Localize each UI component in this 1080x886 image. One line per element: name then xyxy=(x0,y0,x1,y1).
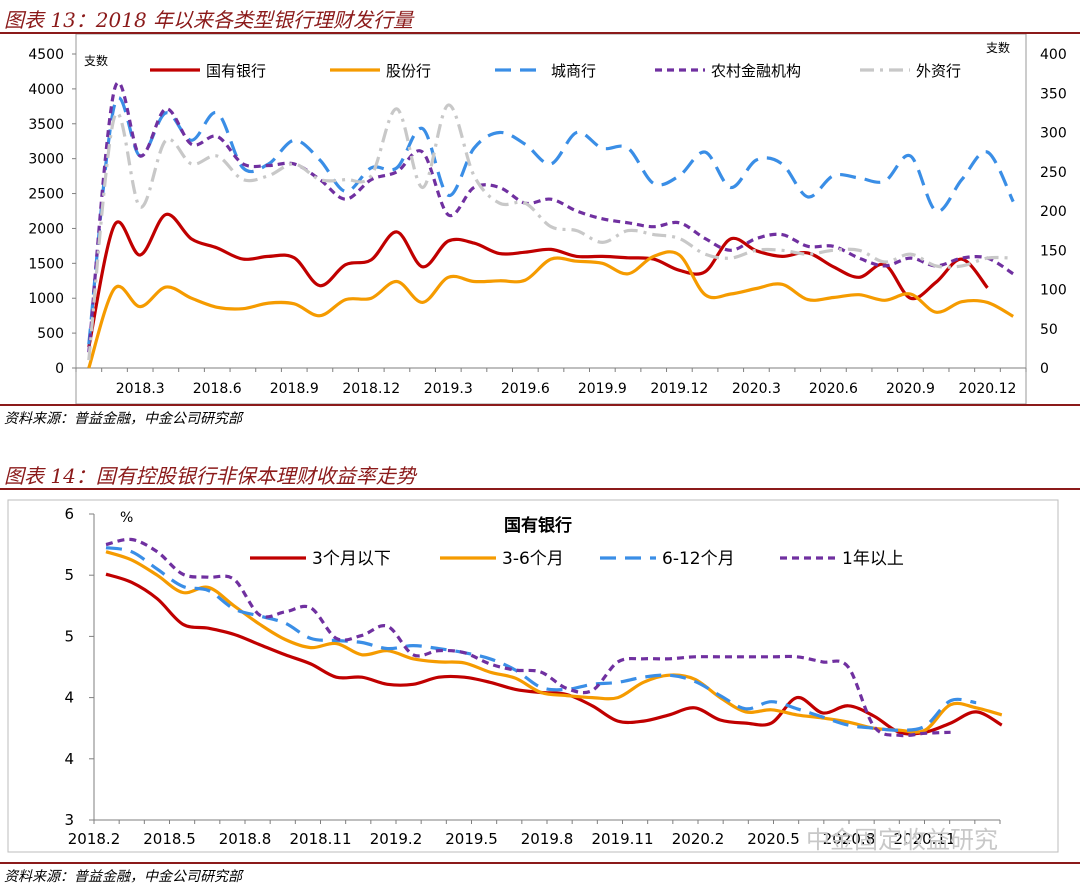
c13-x-tick-label: 2020.9 xyxy=(886,381,935,397)
chart14-yield-trend: 3 4 4 5 5 6 % 2018.2 2018.5 2018.8 2018.11 2019.2 20… xyxy=(7,499,1059,853)
c13-legend-label: 农村金融机构 xyxy=(711,62,801,80)
c14-legend-label: 1年以上 xyxy=(842,549,904,569)
c13-right-tick-label: 350 xyxy=(1040,86,1067,102)
c13-right-tick-label: 0 xyxy=(1040,361,1049,377)
c14-x-tick-label: 2019.8 xyxy=(521,830,574,848)
c13-x-tick-label: 2018.9 xyxy=(270,381,319,397)
c13-line-series-4 xyxy=(87,103,1014,361)
c13-left-tick-label: 1500 xyxy=(28,256,64,272)
c14-y-tick-label: 3 xyxy=(64,811,74,829)
c13-left-tick-label: 2000 xyxy=(28,221,64,237)
figure14-bottom-rule xyxy=(0,862,1080,864)
watermark-text: 中金固定收益研究 xyxy=(806,826,998,854)
c13-legend-label: 城商行 xyxy=(551,62,596,80)
figure14-top-rule xyxy=(0,488,1080,490)
c14-y-tick-label: 4 xyxy=(64,689,74,707)
c14-line-series-1 xyxy=(105,550,1003,734)
c13-line-series-2 xyxy=(87,96,1015,345)
c13-left-tick-label: 1000 xyxy=(28,291,64,307)
c13-right-tick-label: 200 xyxy=(1040,204,1067,220)
c13-x-tick-label: 2020.12 xyxy=(959,381,1017,397)
c14-x-tick-label: 2019.2 xyxy=(370,830,423,848)
c14-line-series-3 xyxy=(105,537,951,738)
figure14-source: 资料来源：普益金融，中金公司研究部 xyxy=(4,869,242,885)
c14-y-tick-label: 5 xyxy=(64,566,74,584)
c13-x-tick-label: 2019.3 xyxy=(424,381,473,397)
figure13-source: 资料来源：普益金融，中金公司研究部 xyxy=(4,411,242,427)
c13-right-tick-label: 100 xyxy=(1040,283,1067,299)
c14-y-tick-label: 6 xyxy=(64,505,74,523)
c13-line-series-1 xyxy=(87,250,1015,369)
c14-x-tick-label: 2020.5 xyxy=(747,830,800,848)
c14-legend-label: 3-6个月 xyxy=(502,549,564,569)
c14-legend-label: 3个月以下 xyxy=(312,549,391,569)
c13-x-tick-label: 2019.6 xyxy=(501,381,550,397)
c13-left-tick-label: 2500 xyxy=(28,187,64,203)
c13-right-tick-label: 150 xyxy=(1040,243,1067,259)
figure13-top-rule xyxy=(0,32,1080,34)
c13-right-unit-label: 支数 xyxy=(986,40,1010,55)
c14-legend-label: 6-12个月 xyxy=(662,549,735,569)
chart13-issuance-volume: 0 500 1000 1500 2000 2500 3000 3500 4000 4500 0 50 1… xyxy=(28,34,1067,405)
figure13-title: 图表 13：2018 年以来各类型银行理财发行量 xyxy=(4,8,414,32)
c14-y-tick-label: 5 xyxy=(64,627,74,645)
c13-line-series-0 xyxy=(87,212,989,348)
c14-x-tick-label: 2019.11 xyxy=(591,830,653,848)
c13-left-tick-label: 4000 xyxy=(28,82,64,98)
c13-legend-label: 国有银行 xyxy=(206,62,266,80)
c13-x-tick-label: 2019.12 xyxy=(650,381,708,397)
c13-right-tick-label: 400 xyxy=(1040,47,1067,63)
c13-x-tick-label: 2020.6 xyxy=(809,381,858,397)
c13-right-tick-label: 250 xyxy=(1040,165,1067,181)
c13-legend-label: 股份行 xyxy=(386,62,431,80)
c14-x-tick-label: 2019.5 xyxy=(445,830,498,848)
c14-x-tick-label: 2018.11 xyxy=(289,830,351,848)
c13-right-tick-label: 50 xyxy=(1040,322,1058,338)
c13-left-unit-label: 支数 xyxy=(84,53,108,68)
c14-line-series-2 xyxy=(105,546,977,732)
c13-x-tick-label: 2019.9 xyxy=(578,381,627,397)
c14-x-tick-label: 2020.8 xyxy=(823,830,876,848)
c13-left-tick-label: 500 xyxy=(37,326,64,342)
c14-x-tick-label: 2018.2 xyxy=(68,830,121,848)
c14-y-unit-label: % xyxy=(120,510,133,526)
c13-x-tick-label: 2018.6 xyxy=(193,381,242,397)
c13-left-tick-label: 3000 xyxy=(28,152,64,168)
figure14-title: 图表 14：国有控股银行非保本理财收益率走势 xyxy=(4,464,416,488)
c14-y-tick-label: 4 xyxy=(64,750,74,768)
c13-x-tick-label: 2020.3 xyxy=(732,381,781,397)
c13-line-series-3 xyxy=(87,81,1015,353)
c13-left-tick-label: 3500 xyxy=(28,117,64,133)
c14-x-tick-label: 2018.5 xyxy=(143,830,196,848)
c14-x-tick-label: 2018.8 xyxy=(219,830,272,848)
c14-x-tick-label: 2020.11 xyxy=(893,830,955,848)
c13-legend-label: 外资行 xyxy=(916,62,961,80)
c13-left-tick-label: 0 xyxy=(55,361,64,377)
c14-legend-title: 国有银行 xyxy=(504,515,572,536)
c14-x-tick-label: 2020.2 xyxy=(672,830,725,848)
c13-x-tick-label: 2018.12 xyxy=(342,381,400,397)
c14-line-series-0 xyxy=(105,572,1003,736)
c13-right-tick-label: 300 xyxy=(1040,126,1067,142)
c13-x-tick-label: 2018.3 xyxy=(116,381,165,397)
figure13-bottom-rule xyxy=(0,404,1080,406)
c13-left-tick-label: 4500 xyxy=(28,47,64,63)
